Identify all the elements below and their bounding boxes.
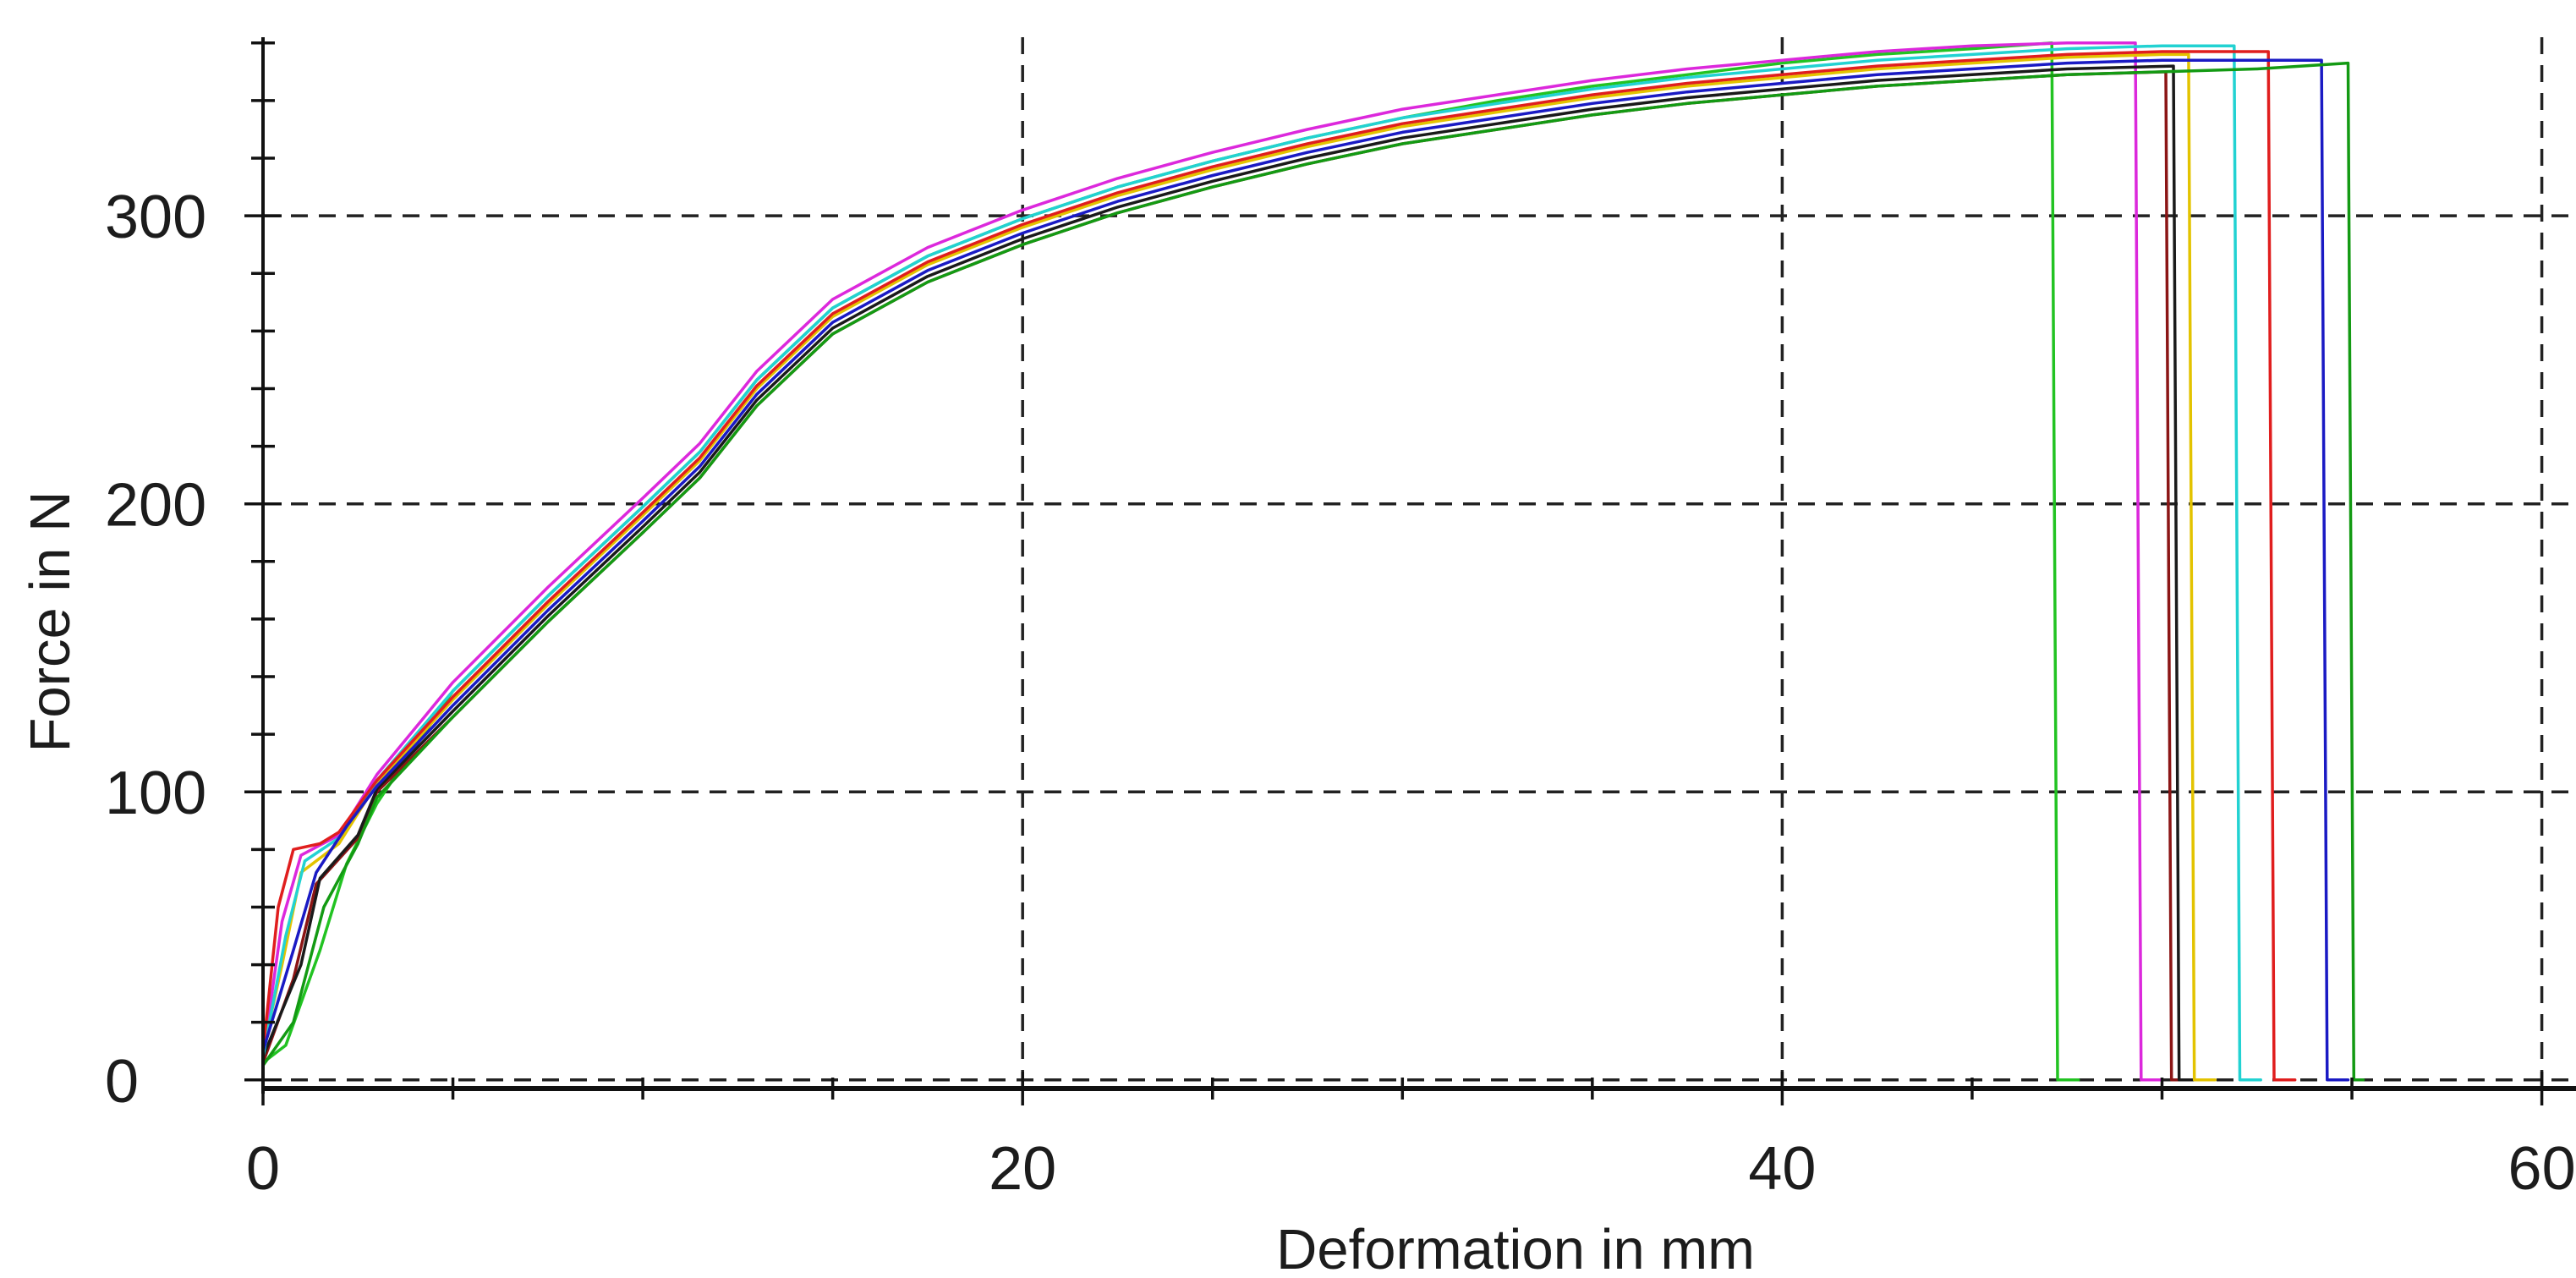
series-line-6: [261, 44, 2262, 1082]
series-line-9: [261, 61, 2365, 1082]
series-line-5: [261, 52, 2217, 1082]
series-line-3: [261, 70, 2195, 1082]
y-tick-label: 200: [105, 472, 206, 540]
x-tick-label: 20: [989, 1135, 1056, 1203]
series-line-4: [261, 64, 2202, 1082]
tick-marks: [244, 41, 2544, 1105]
series-line-8: [261, 58, 2350, 1082]
series-line-7: [261, 50, 2297, 1082]
y-axis-label: Force in N: [19, 491, 82, 752]
tick-labels: 0 20 40 60 0 100 200 300: [105, 184, 2576, 1203]
series-line-2: [261, 41, 2164, 1082]
x-tick-label: 60: [2508, 1135, 2576, 1203]
data-series-group: [261, 41, 2365, 1082]
y-tick-label: 300: [105, 184, 206, 251]
y-tick-label: 100: [105, 760, 206, 827]
axes: [261, 37, 2576, 1094]
x-axis-label: Deformation in mm: [1276, 1218, 1755, 1278]
x-tick-label: 40: [1748, 1135, 1816, 1203]
x-tick-label: 0: [246, 1135, 280, 1203]
y-tick-label: 0: [105, 1048, 139, 1116]
